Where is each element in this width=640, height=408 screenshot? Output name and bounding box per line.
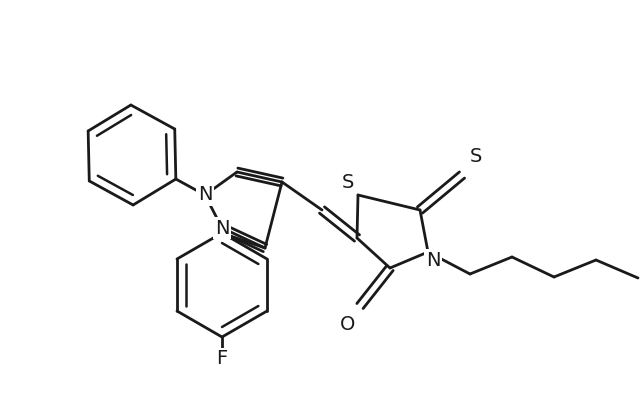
Text: N: N (426, 251, 440, 270)
Text: N: N (215, 219, 229, 237)
Text: F: F (216, 350, 228, 368)
Text: S: S (342, 173, 354, 193)
Text: O: O (340, 315, 356, 333)
Text: N: N (198, 186, 212, 204)
Text: S: S (470, 148, 482, 166)
